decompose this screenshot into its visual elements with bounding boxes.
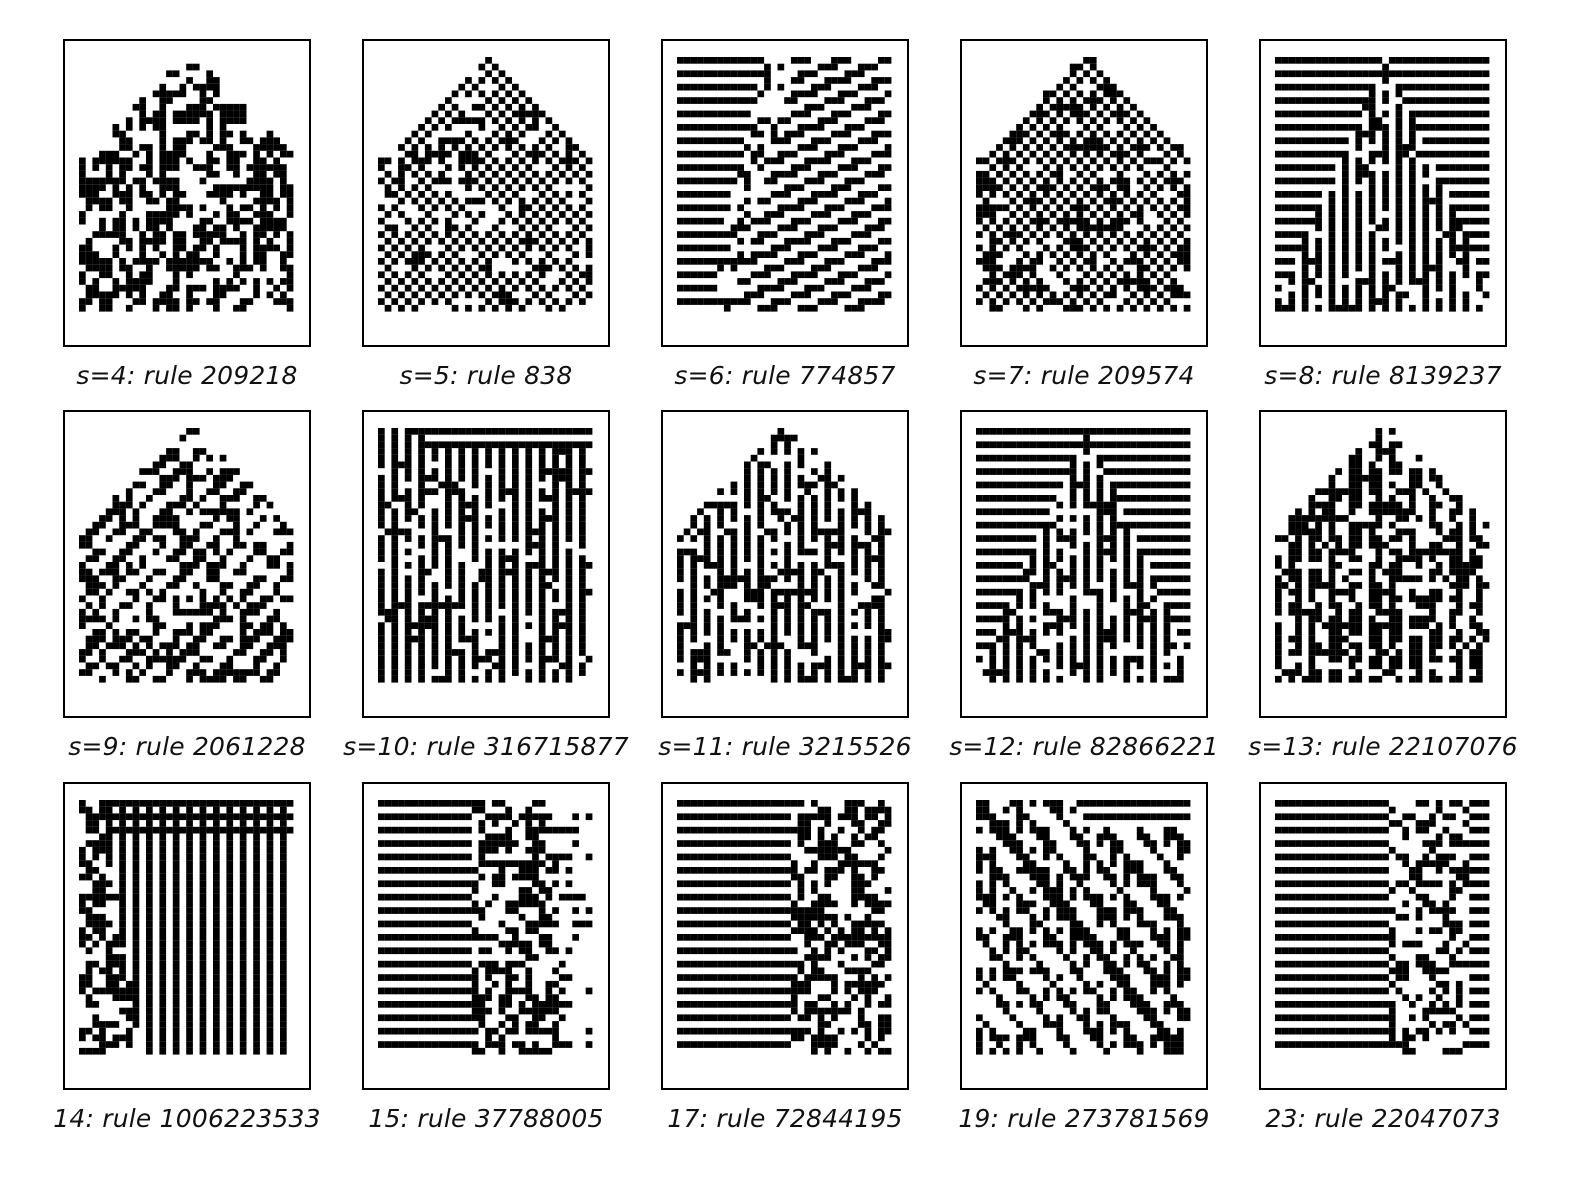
rule-caption: 15: rule 37788005 [322, 1104, 650, 1133]
automaton-pattern-frame [1259, 782, 1507, 1090]
automaton-pattern [65, 784, 309, 1088]
automaton-pattern-frame [362, 39, 610, 347]
automaton-pattern-frame [661, 410, 909, 718]
automaton-pattern [65, 41, 309, 345]
automaton-pattern-frame [661, 782, 909, 1090]
automaton-pattern-frame [1259, 39, 1507, 347]
automaton-pattern [1261, 41, 1505, 345]
automaton-pattern [962, 784, 1206, 1088]
automaton-pattern-frame [661, 39, 909, 347]
rule-caption: s=4: rule 209218 [23, 361, 351, 390]
automaton-pattern [663, 784, 907, 1088]
automaton-pattern [65, 412, 309, 716]
rule-caption: 23: rule 22047073 [1219, 1104, 1547, 1133]
automaton-pattern-frame [63, 39, 311, 347]
automaton-pattern [364, 412, 608, 716]
automaton-pattern [962, 412, 1206, 716]
automaton-pattern [1261, 412, 1505, 716]
automaton-pattern [364, 41, 608, 345]
automaton-pattern-frame [1259, 410, 1507, 718]
automaton-pattern-frame [362, 410, 610, 718]
rule-caption: s=12: rule 82866221 [920, 732, 1248, 761]
automaton-pattern [663, 41, 907, 345]
automaton-pattern [663, 412, 907, 716]
automaton-pattern-frame [63, 782, 311, 1090]
automaton-pattern-frame [960, 39, 1208, 347]
rule-caption: s=6: rule 774857 [621, 361, 949, 390]
automaton-pattern [364, 784, 608, 1088]
rule-caption: 19: rule 273781569 [920, 1104, 1248, 1133]
rule-caption: s=7: rule 209574 [920, 361, 1248, 390]
rule-caption: s=8: rule 8139237 [1219, 361, 1547, 390]
rule-caption: s=10: rule 316715877 [322, 732, 650, 761]
rule-caption: s=9: rule 2061228 [23, 732, 351, 761]
rule-caption: s=11: rule 3215526 [621, 732, 949, 761]
automaton-pattern-frame [960, 410, 1208, 718]
rule-caption: s=5: rule 838 [322, 361, 650, 390]
rule-caption: 14: rule 1006223533 [23, 1104, 351, 1133]
automaton-pattern-frame [63, 410, 311, 718]
automaton-pattern [962, 41, 1206, 345]
automaton-pattern-frame [362, 782, 610, 1090]
automaton-pattern-frame [960, 782, 1208, 1090]
rule-caption: 17: rule 72844195 [621, 1104, 949, 1133]
rule-caption: s=13: rule 22107076 [1219, 732, 1547, 761]
automaton-pattern [1261, 784, 1505, 1088]
